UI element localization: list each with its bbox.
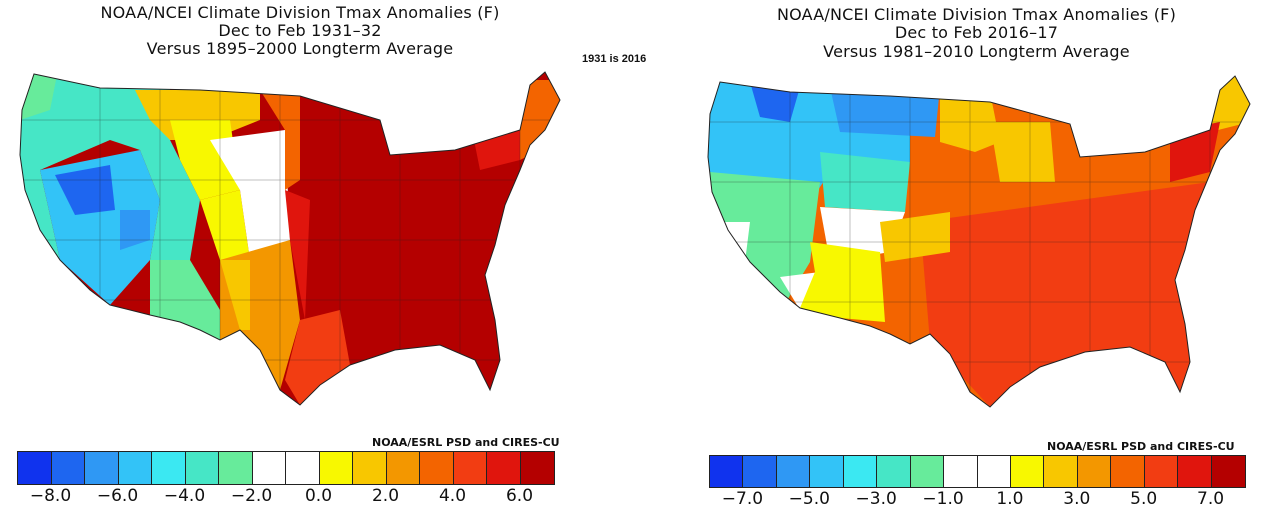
scale-tick-label: −8.0 (29, 486, 72, 506)
scale-tick-label: 1.0 (996, 489, 1024, 509)
scale-swatch (152, 452, 186, 484)
scale-tick-label: −5.0 (788, 489, 830, 509)
scale-swatch (252, 452, 286, 484)
scale-tick-label: 3.0 (1063, 489, 1091, 509)
scale-swatch (1178, 456, 1212, 487)
scale-swatch (877, 456, 911, 487)
scale-tick-label: −6.0 (96, 486, 139, 506)
scale-swatch (810, 456, 844, 487)
scale-swatch (1111, 456, 1145, 487)
scale-swatch (118, 452, 152, 484)
scale-swatch (286, 452, 320, 484)
scale-swatch (353, 452, 387, 484)
scale-swatch (843, 456, 878, 487)
scale-swatch (743, 456, 777, 487)
map-baseline: Versus 1981–2010 Longterm Average (823, 42, 1130, 61)
map-panel-1931: NOAA/NCEI Climate Division Tmax Anomalie… (0, 0, 600, 512)
scale-swatch (386, 452, 420, 484)
map-title: NOAA/NCEI Climate Division Tmax Anomalie… (100, 3, 500, 22)
scale-swatch (85, 452, 119, 484)
scale-tick-label: −1.0 (922, 489, 964, 509)
scale-swatch (18, 452, 52, 484)
map-period: Dec to Feb 2016–17 (894, 23, 1059, 42)
scale-swatch (1144, 456, 1179, 487)
scale-swatch (710, 456, 744, 487)
scale-swatch (1077, 456, 1112, 487)
scale-tick-label: −2.0 (230, 486, 273, 506)
scale-swatch (776, 456, 811, 487)
scale-tick-label: −3.0 (855, 489, 897, 509)
scale-tick-label: 5.0 (1130, 489, 1158, 509)
map-period: Dec to Feb 1931–32 (218, 21, 382, 40)
scale-swatch (520, 452, 554, 484)
scale-tick-label: 2.0 (371, 486, 400, 506)
map-title: NOAA/NCEI Climate Division Tmax Anomalie… (776, 5, 1177, 24)
scale-swatch (219, 452, 253, 484)
scale-swatch (487, 452, 521, 484)
scale-swatch (910, 456, 945, 487)
scale-swatch (1211, 456, 1245, 487)
scale-tick-label: −4.0 (163, 486, 206, 506)
scale-tick-label: 0.0 (304, 486, 333, 506)
scale-swatch (51, 452, 85, 484)
scale-tick-label: 6.0 (505, 486, 534, 506)
scale-tick-label: −7.0 (721, 489, 764, 509)
map-baseline: Versus 1895–2000 Longterm Average (146, 39, 454, 58)
scale-swatch (1010, 456, 1045, 487)
data-credit: NOAA/ESRL PSD and CIRES-CU (1047, 440, 1235, 453)
scale-swatch (420, 452, 454, 484)
scale-swatch (944, 456, 978, 487)
scale-swatch (453, 452, 487, 484)
color-scale (17, 451, 555, 485)
us-anomaly-map (19, 71, 561, 406)
scale-swatch (185, 452, 219, 484)
scale-swatch (1044, 456, 1078, 487)
color-scale (709, 455, 1246, 488)
scale-swatch (319, 452, 353, 484)
comparison-note: 1931 is 2016 (582, 53, 647, 65)
scale-tick-label: 7.0 (1197, 489, 1225, 509)
scale-tick-label: 4.0 (438, 486, 467, 506)
map-panel-2016: NOAA/NCEI Climate Division Tmax Anomalie… (690, 0, 1263, 512)
data-credit: NOAA/ESRL PSD and CIRES-CU (372, 436, 560, 449)
scale-swatch (977, 456, 1011, 487)
us-anomaly-map (707, 75, 1251, 408)
